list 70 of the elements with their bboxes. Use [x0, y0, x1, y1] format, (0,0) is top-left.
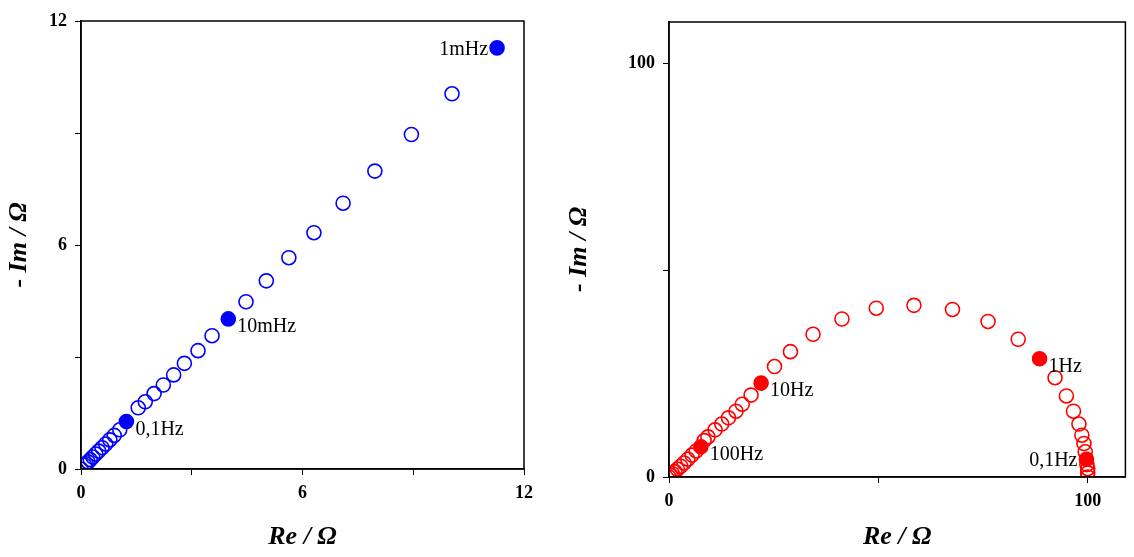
point [676, 455, 692, 471]
point [130, 399, 147, 416]
point [106, 427, 123, 444]
x-tick-label: 6 [298, 482, 307, 503]
point [97, 436, 114, 452]
point [102, 432, 118, 448]
point [700, 429, 716, 445]
point [684, 447, 700, 463]
point [906, 297, 922, 314]
point [766, 358, 783, 375]
point [753, 375, 769, 391]
point [743, 387, 759, 403]
annotation: 1Hz [1048, 353, 1083, 376]
point [335, 195, 351, 211]
y-axis-title: - Im / Ω [563, 206, 593, 293]
annotation: 1mHz [439, 37, 489, 60]
point [306, 224, 322, 241]
point [258, 273, 275, 289]
point [403, 126, 420, 143]
annotation: 0,1Hz [1029, 448, 1078, 471]
point [868, 300, 885, 317]
point [720, 410, 737, 426]
x-tick-label: 0 [664, 490, 674, 511]
point [734, 396, 751, 412]
point [944, 301, 961, 318]
point [155, 377, 172, 393]
point [1074, 427, 1090, 444]
x-tick-label: 0 [76, 482, 86, 503]
point [94, 439, 110, 456]
point [696, 432, 712, 449]
point [782, 343, 799, 360]
point [707, 422, 723, 438]
y-tick-label: 12 [49, 9, 67, 30]
point [238, 293, 254, 310]
point [165, 367, 182, 383]
point [834, 311, 850, 327]
point [111, 422, 128, 438]
y-axis-title: - Im / Ω [3, 202, 33, 288]
point [176, 355, 193, 372]
point [146, 385, 162, 402]
x-axis-title: Re / Ω [861, 521, 932, 551]
point [1058, 388, 1075, 404]
point [190, 342, 206, 359]
annotation: 10Hz [770, 378, 814, 401]
point [1010, 331, 1027, 348]
x-axis-title: Re / Ω [267, 521, 337, 551]
point [489, 40, 505, 56]
x-tick-label: 100 [1074, 490, 1102, 511]
point [1079, 465, 1096, 477]
y-tick-label: 6 [58, 233, 67, 254]
point [220, 311, 237, 327]
point [1031, 350, 1048, 367]
point [137, 394, 154, 410]
point [204, 327, 220, 344]
annotation: 10mHz [237, 314, 297, 337]
y-tick-label: 0 [58, 457, 67, 478]
point [805, 326, 821, 343]
point [1065, 403, 1082, 420]
point [680, 451, 696, 468]
x-tick-label: 12 [515, 482, 533, 503]
point [1076, 435, 1092, 452]
point [367, 163, 383, 179]
point [713, 416, 730, 432]
point [728, 403, 744, 420]
point [1071, 416, 1087, 432]
point [444, 86, 460, 102]
point [281, 249, 297, 266]
point [980, 313, 996, 330]
annotation: 0,1Hz [135, 416, 184, 439]
annotation: 100Hz [709, 442, 764, 465]
